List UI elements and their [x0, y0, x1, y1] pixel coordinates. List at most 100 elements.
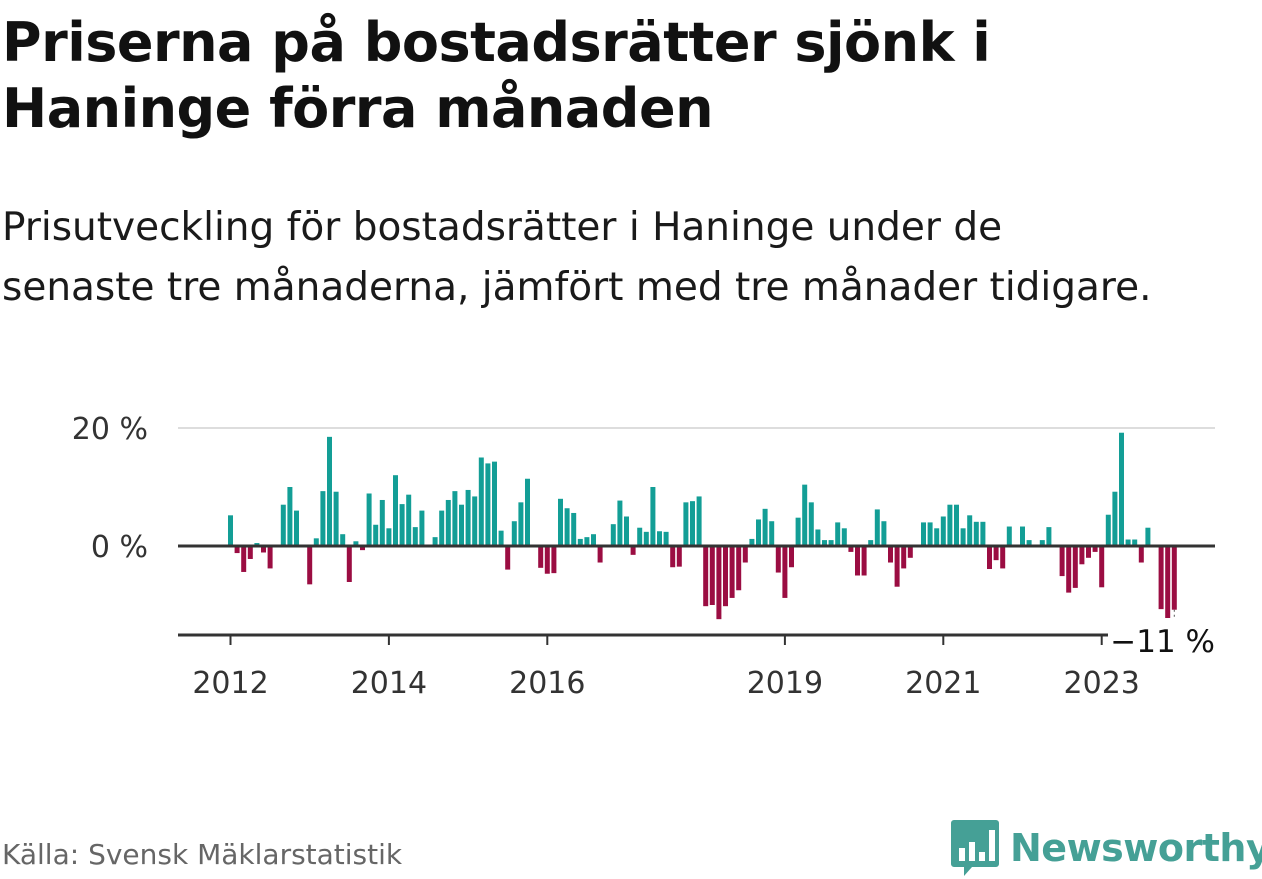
bar	[676, 546, 682, 567]
bar	[472, 496, 478, 546]
bar	[1086, 546, 1091, 558]
bar	[789, 546, 794, 568]
bar	[624, 516, 629, 546]
bar	[1026, 540, 1032, 546]
bar	[934, 528, 940, 546]
bar	[822, 540, 827, 546]
bar	[782, 546, 788, 598]
bar	[802, 484, 808, 546]
bar	[683, 502, 689, 546]
bar	[762, 508, 768, 546]
bar	[696, 496, 702, 546]
bar	[835, 522, 841, 546]
bar	[993, 546, 999, 561]
bar	[393, 475, 398, 546]
bar	[1000, 546, 1006, 569]
bar	[1105, 514, 1111, 546]
bar	[987, 546, 992, 570]
bar	[234, 546, 240, 554]
bar	[894, 546, 900, 587]
bar	[1119, 432, 1124, 546]
bar	[228, 515, 233, 546]
y-tick-label: 20 %	[72, 412, 148, 447]
x-tick-label: 2012	[192, 666, 268, 700]
last-value-label: −11 %	[1110, 624, 1215, 660]
bar	[538, 546, 544, 568]
bar	[267, 546, 273, 569]
bar	[775, 546, 781, 573]
bar	[340, 534, 346, 546]
bar	[901, 546, 907, 569]
bar	[280, 504, 286, 546]
bar	[967, 515, 973, 546]
bar	[373, 524, 379, 546]
x-tick-label: 2021	[905, 666, 981, 700]
bar	[657, 531, 662, 546]
y-tick-label: 0 %	[91, 530, 148, 565]
bar	[690, 501, 695, 546]
bar	[874, 509, 880, 546]
bar	[459, 504, 464, 546]
bar	[808, 502, 814, 546]
bar	[729, 546, 735, 598]
bar	[558, 498, 563, 546]
bar	[313, 538, 319, 546]
bar	[736, 546, 742, 591]
bar	[1158, 546, 1164, 610]
bar	[769, 521, 775, 546]
bar	[1125, 539, 1131, 546]
chart-title: Priserna på bostadsrätter sjönk i Haning…	[2, 11, 991, 140]
bar	[386, 528, 392, 546]
bar	[465, 489, 471, 546]
bar	[379, 499, 385, 546]
bar	[333, 491, 339, 546]
bar	[577, 538, 583, 546]
axis-labels: 20 % 0 % 2012 2014 2016 2019 2021 2023 −11 %	[72, 412, 1220, 700]
bar	[294, 510, 299, 546]
bar	[960, 528, 966, 546]
bar	[597, 546, 603, 563]
bar	[445, 499, 451, 546]
bar	[907, 546, 913, 558]
bar	[637, 527, 643, 546]
bar	[940, 516, 946, 546]
bar	[670, 546, 676, 568]
bar	[927, 522, 933, 546]
bar	[1079, 546, 1085, 565]
bar	[412, 527, 418, 546]
bar	[828, 540, 834, 546]
bar	[723, 546, 728, 607]
bar	[643, 531, 649, 546]
bar	[1046, 527, 1052, 546]
bar	[921, 522, 926, 546]
bar	[1112, 491, 1118, 546]
bar	[650, 487, 656, 546]
bar	[353, 541, 359, 546]
bar	[544, 546, 550, 574]
bar	[610, 524, 616, 546]
bar	[1039, 540, 1045, 546]
bar	[1138, 546, 1144, 563]
bar	[432, 537, 438, 546]
bar	[241, 546, 247, 572]
bar	[1099, 546, 1105, 588]
bar	[1072, 546, 1078, 588]
bar	[1092, 546, 1098, 552]
bar	[703, 546, 709, 607]
x-tick-label: 2023	[1064, 666, 1140, 700]
bar	[485, 463, 491, 546]
bar	[1006, 526, 1012, 546]
chart-subtitle: Prisutveckling för bostadsrätter i Hanin…	[2, 205, 1152, 310]
bar	[716, 546, 722, 620]
bar	[973, 521, 979, 546]
bar	[1132, 539, 1138, 546]
bar	[630, 546, 636, 555]
bar	[848, 546, 854, 552]
brand-name: Newsworthy	[1010, 826, 1262, 870]
bar	[511, 521, 517, 546]
bar	[868, 540, 874, 546]
bar	[749, 538, 755, 546]
bar	[888, 546, 893, 563]
x-tick-label: 2019	[747, 666, 823, 700]
bar	[320, 491, 326, 546]
